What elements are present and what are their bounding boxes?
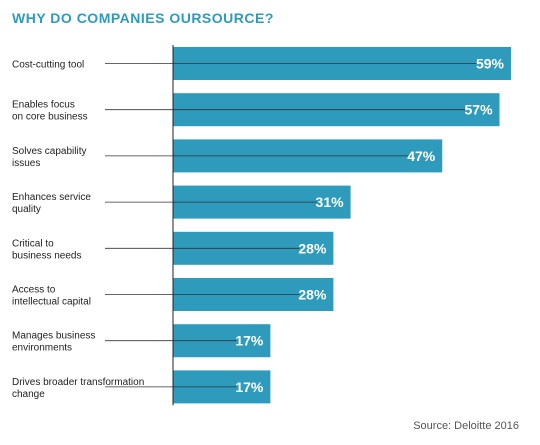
category-label-4-line-1: business needs bbox=[12, 250, 82, 261]
value-label-6: 17% bbox=[235, 333, 264, 349]
value-label-3: 31% bbox=[316, 194, 345, 210]
value-label-0: 59% bbox=[476, 56, 505, 72]
chart-title: WHY DO COMPANIES OURSOURCE? bbox=[12, 10, 274, 26]
value-label-1: 57% bbox=[465, 102, 494, 118]
category-label-4-line-0: Critical to bbox=[12, 238, 54, 249]
value-label-7: 17% bbox=[235, 379, 264, 395]
category-label-7-line-1: change bbox=[12, 389, 45, 400]
category-label-3-line-0: Enhances service bbox=[12, 192, 91, 203]
category-label-7-line-0: Drives broader transformation bbox=[12, 377, 144, 388]
category-label-0: Cost-cutting tool bbox=[12, 60, 84, 71]
source-note: Source: Deloitte 2016 bbox=[413, 420, 519, 432]
value-label-2: 47% bbox=[407, 148, 436, 164]
category-label-5-line-1: intellectual capital bbox=[12, 297, 91, 308]
category-label-3-line-1: quality bbox=[12, 204, 41, 215]
category-label-1-line-1: on core business bbox=[12, 112, 88, 123]
category-label-6-line-1: environments bbox=[12, 343, 72, 354]
category-label-2-line-1: issues bbox=[12, 158, 40, 169]
value-label-5: 28% bbox=[298, 287, 327, 303]
category-label-2-line-0: Solves capability bbox=[12, 146, 86, 157]
category-label-6-line-0: Manages business bbox=[12, 331, 95, 342]
value-label-4: 28% bbox=[298, 240, 327, 256]
category-label-5-line-0: Access to bbox=[12, 285, 56, 296]
category-label-1-line-0: Enables focus bbox=[12, 100, 75, 111]
